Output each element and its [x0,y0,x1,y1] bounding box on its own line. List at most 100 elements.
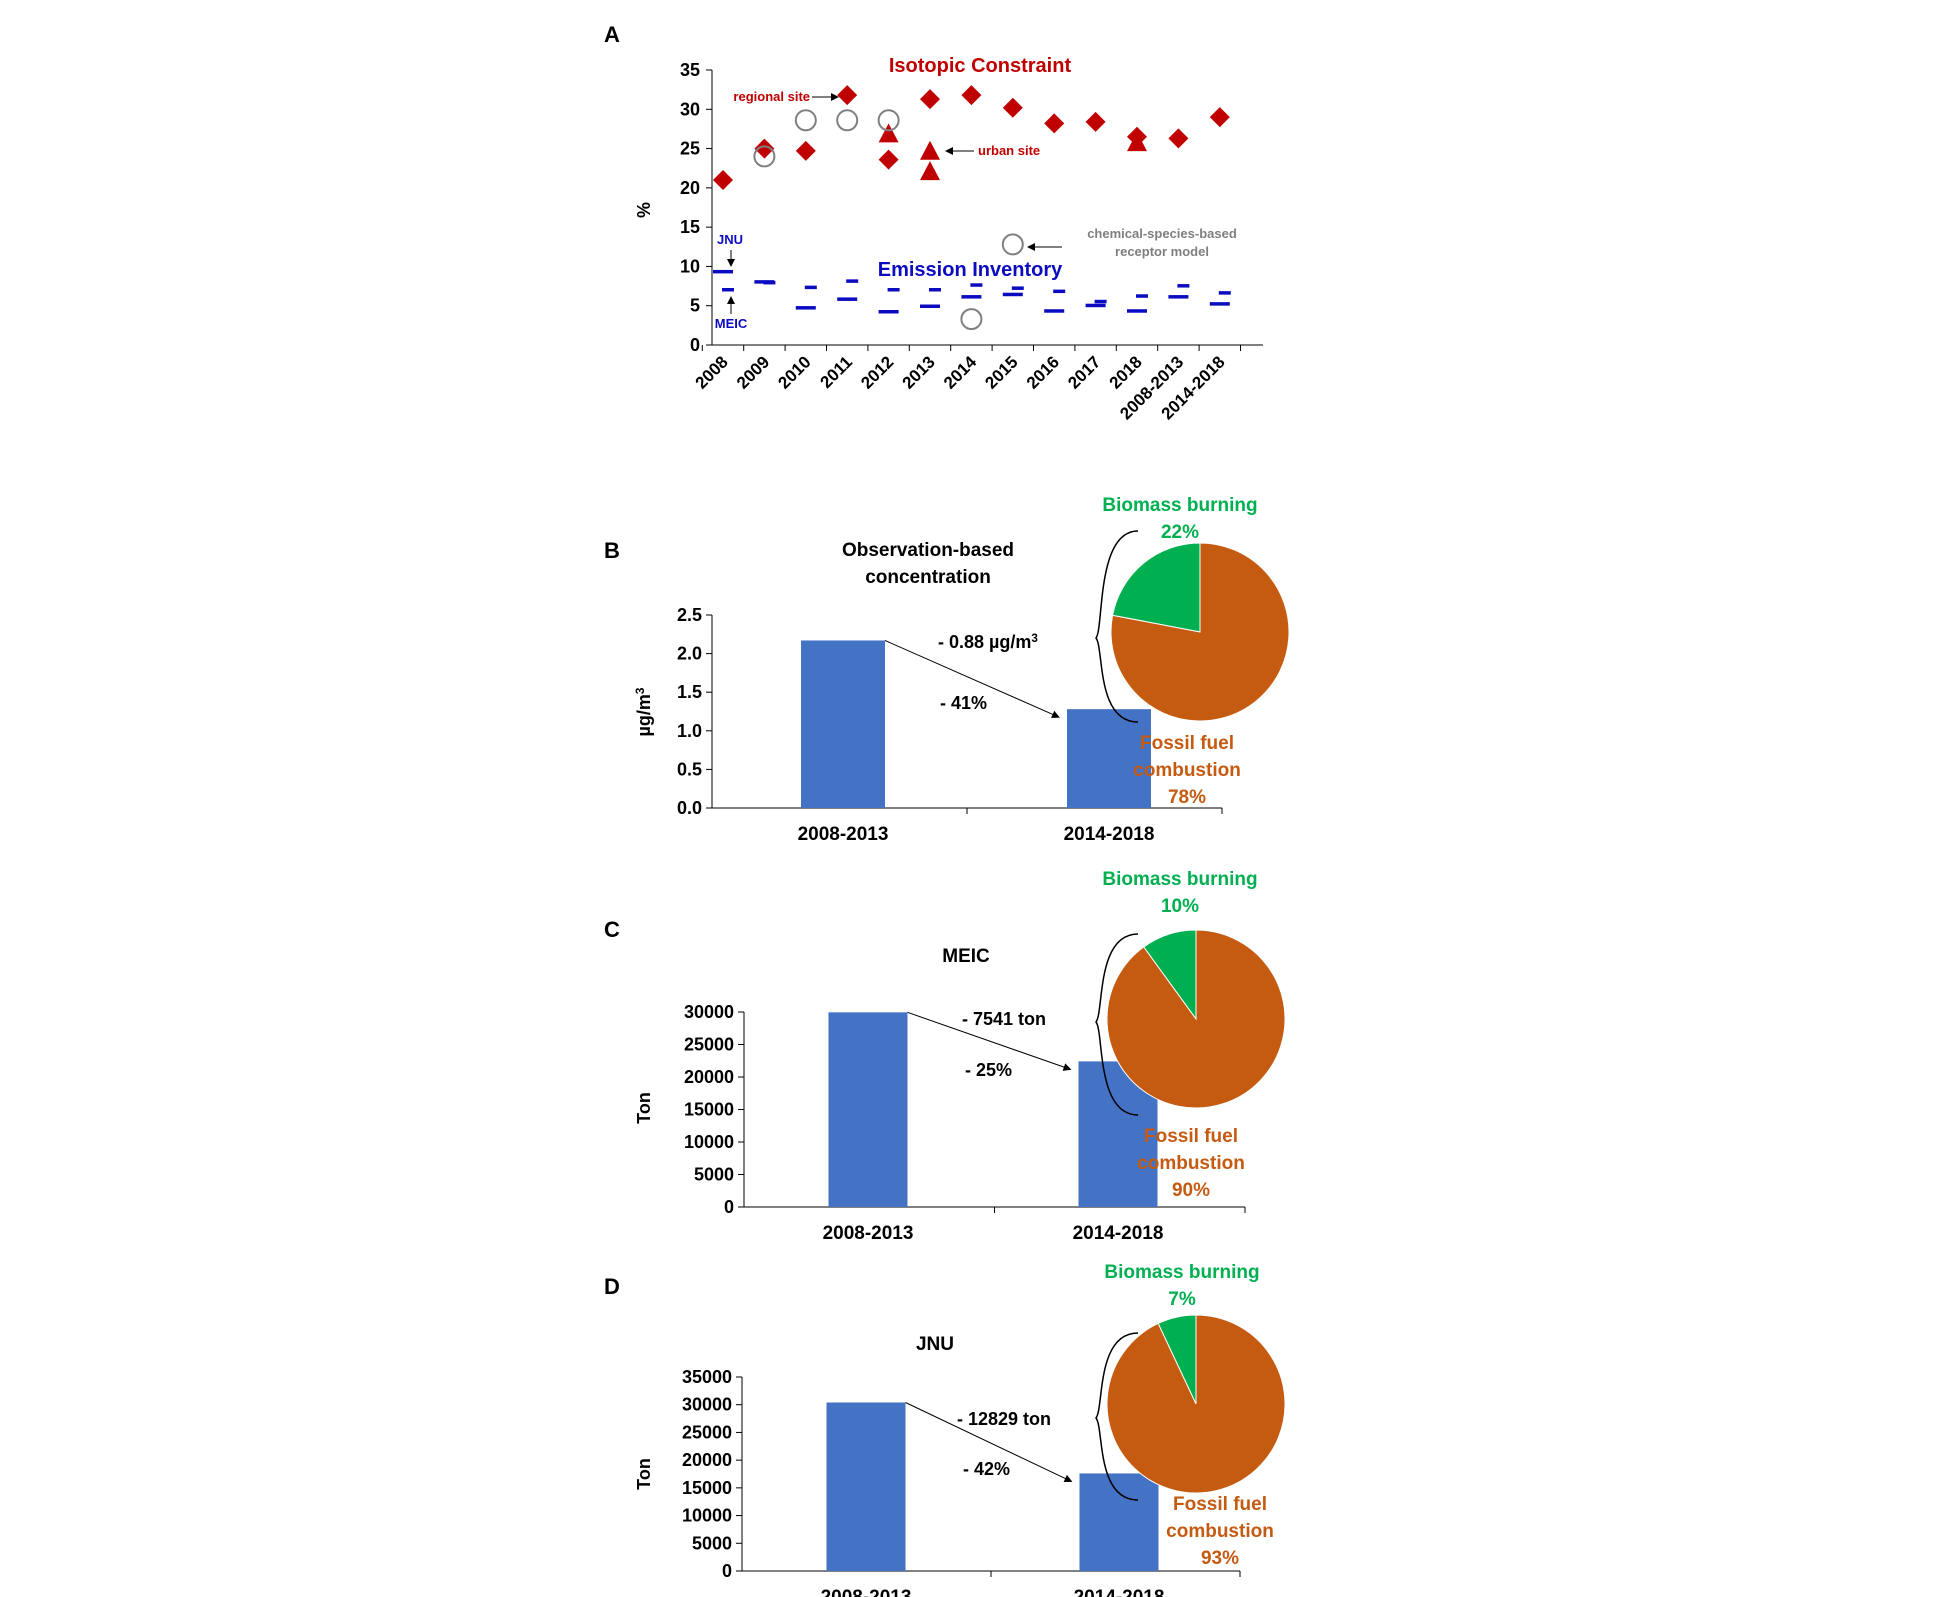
meic-inventory-dash [1177,284,1190,288]
receptor-model-point [877,109,900,132]
isotopic-regional-point [961,85,982,106]
pie-slice-biomass [1111,542,1201,633]
y-axis-title: Ton [634,1458,654,1490]
panel-label-a: A [604,22,620,47]
isotopic-regional-point [878,149,899,170]
fossil-percent: 90% [1172,1180,1210,1201]
y-tick-label: 20 [680,178,700,198]
x-tick-label: 2008-2013 [821,1587,912,1597]
x-tick-label: 2008-2013 [798,824,889,845]
meic-inventory-dash [929,288,941,292]
jnu-inventory-dash [795,306,816,310]
biomass-percent: 22% [1161,522,1199,543]
y-tick-label: 25 [680,139,700,159]
x-tick-label: 2013 [899,352,939,392]
fossil-label: Fossil fuel [1144,1126,1238,1147]
change-percent-label: - 42% [963,1459,1010,1479]
isotopic-regional-point [1209,107,1230,128]
jnu-inventory-dash [1127,309,1147,313]
y-tick-label: 15000 [682,1478,732,1498]
y-tick-label: 10000 [684,1132,734,1152]
y-tick-label: 35 [680,60,700,80]
jnu-label: JNU [717,232,743,247]
isotopic-regional-point [1085,111,1106,132]
isotopic-constraint-label: Isotopic Constraint [889,55,1072,77]
fossil-label: Fossil fuel [1140,733,1234,754]
jnu-inventory-dash [837,297,858,301]
y-tick-label: 5000 [692,1533,732,1553]
y-tick-label: 30 [680,99,700,119]
y-tick-label: 25000 [682,1422,732,1442]
biomass-label: Biomass burning [1102,869,1257,890]
chart-title: concentration [865,567,991,588]
chart-title: MEIC [942,946,990,967]
y-axis-title: µg/m3 [634,687,655,736]
bar-2014-2018 [1067,709,1151,808]
panel-label-c: C [604,917,620,942]
jnu-inventory-dash [878,310,899,314]
y-tick-label: 15 [680,217,700,237]
x-tick-label: 2008 [692,352,732,392]
jnu-inventory-dash [1044,309,1065,313]
change-arrow [905,1402,1073,1483]
pie-slice-fossil [1106,929,1286,1109]
change-percent-label: - 41% [940,693,987,713]
y-tick-label: 0 [724,1197,734,1217]
meic-label: MEIC [715,316,748,331]
isotopic-regional-point [713,170,733,190]
bar-2008-2013 [828,1012,908,1207]
chart-title: Observation-based [842,540,1014,561]
y-tick-label: 10000 [682,1506,732,1526]
y-tick-label: 1.5 [677,682,702,702]
change-amount-label: - 0.88 µg/m3 [938,632,1038,653]
y-tick-label: 20000 [682,1450,732,1470]
bar-2014-2018 [1079,1473,1159,1571]
x-tick-label: 2017 [1064,352,1104,392]
fossil-label: Fossil fuel [1173,1494,1267,1515]
meic-inventory-dash [887,288,900,292]
y-tick-label: 1.0 [677,721,702,741]
fossil-label: combustion [1166,1521,1274,1542]
x-tick-label: 2014-2018 [1064,824,1155,845]
receptor-model-point [753,145,776,168]
biomass-label: Biomass burning [1102,495,1257,516]
y-tick-label: 15000 [684,1100,734,1120]
x-tick-label: 2016 [1023,352,1063,392]
y-tick-label: 10 [680,256,700,276]
y-tick-label: 0 [722,1561,732,1581]
meic-inventory-dash [1053,289,1066,294]
fossil-percent: 78% [1168,787,1206,808]
y-axis-title: % [634,202,654,218]
y-tick-label: 0 [690,335,700,355]
meic-inventory-dash [804,285,817,290]
y-tick-label: 30000 [684,1002,734,1022]
y-tick-label: 0.5 [677,759,702,779]
isotopic-urban-point [878,123,899,143]
meic-inventory-dash [763,280,776,285]
change-percent-label: - 25% [965,1060,1012,1080]
brace [1095,1332,1139,1501]
brace [1095,530,1139,723]
panel-label-b: B [604,538,620,563]
y-tick-label: 5 [690,296,700,316]
isotopic-urban-point [920,161,940,181]
fossil-label: combustion [1133,760,1241,781]
jnu-inventory-dash [1209,302,1230,306]
x-tick-label: 2008-2013 [823,1223,914,1244]
jnu-inventory-dash [1002,292,1023,297]
biomass-percent: 7% [1168,1289,1196,1310]
regional-site-label: regional site [733,89,810,104]
y-tick-label: 30000 [682,1395,732,1415]
isotopic-regional-point [1044,113,1065,134]
isotopic-regional-point [837,85,858,106]
panel-label-d: D [604,1274,620,1299]
emission-inventory-label: Emission Inventory [878,259,1063,281]
biomass-percent: 10% [1161,896,1199,917]
bar-2008-2013 [801,640,885,808]
isotopic-urban-point [1127,132,1147,152]
isotopic-regional-point [1168,128,1189,149]
x-tick-label: 2010 [774,352,814,392]
pie-slice-fossil [1106,1314,1286,1494]
meic-inventory-dash [1094,299,1107,304]
